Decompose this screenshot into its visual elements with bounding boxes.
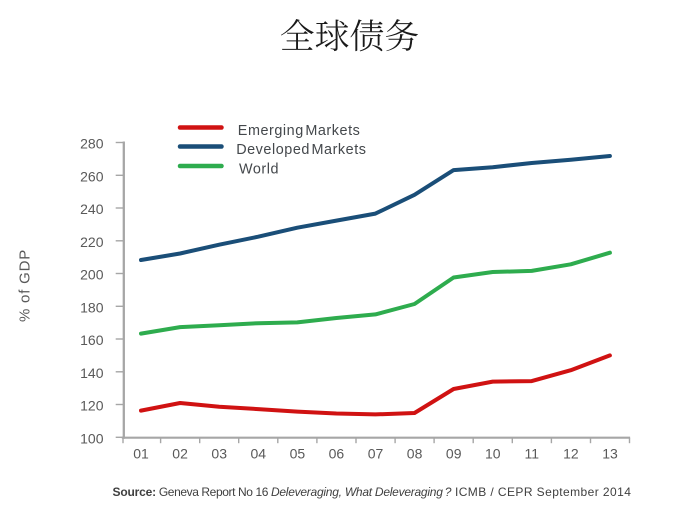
svg-text:160: 160 (80, 332, 104, 348)
svg-text:140: 140 (80, 365, 104, 381)
svg-text:Developed Markets: Developed Markets (236, 142, 366, 158)
svg-text:World: World (239, 162, 279, 178)
svg-text:Emerging Markets: Emerging Markets (238, 123, 361, 139)
svg-text:200: 200 (80, 267, 104, 283)
svg-text:04: 04 (251, 446, 267, 462)
svg-text:01: 01 (133, 446, 149, 462)
svg-text:Source: Geneva Report No 16 De: Source: Geneva Report No 16 Deleveraging… (113, 485, 632, 499)
svg-text:260: 260 (80, 168, 104, 184)
svg-text:280: 280 (80, 136, 104, 152)
svg-text:240: 240 (80, 201, 104, 217)
svg-text:09: 09 (446, 446, 462, 462)
svg-text:10: 10 (485, 446, 501, 462)
svg-text:220: 220 (80, 234, 104, 250)
svg-text:11: 11 (525, 446, 540, 462)
svg-text:13: 13 (602, 446, 618, 462)
svg-text:100: 100 (80, 430, 104, 446)
svg-text:07: 07 (368, 446, 384, 462)
svg-text:08: 08 (407, 446, 423, 462)
svg-text:180: 180 (80, 299, 104, 315)
svg-text:03: 03 (211, 446, 227, 462)
svg-text:06: 06 (329, 446, 345, 462)
svg-text:120: 120 (80, 398, 104, 414)
svg-text:05: 05 (290, 446, 306, 462)
svg-text:% of GDP: % of GDP (17, 249, 34, 322)
svg-text:02: 02 (172, 446, 188, 462)
svg-text:12: 12 (563, 446, 579, 462)
